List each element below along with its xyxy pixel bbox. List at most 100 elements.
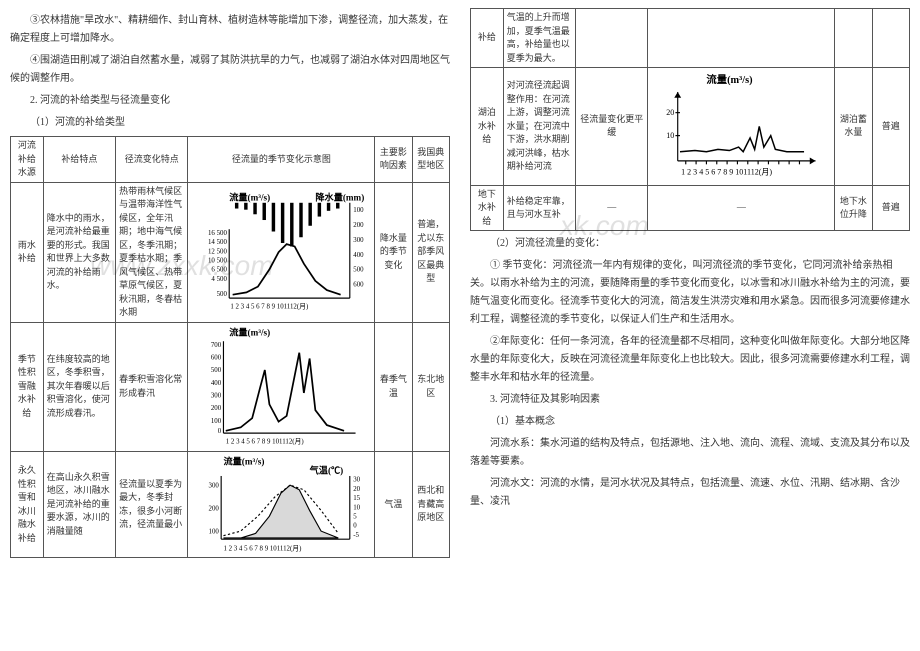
rp1: （2）河流径流量的变化：: [470, 235, 910, 253]
rp4: 3. 河流特征及其影响因素: [470, 391, 910, 409]
t2-r2-chart: 流量(m³/s) 20 10: [648, 68, 835, 186]
th-runoff: 径流变化特点: [116, 137, 188, 183]
svg-text:400: 400: [211, 379, 222, 386]
svg-text:0: 0: [354, 523, 358, 530]
t2-r2-c1: 湖泊水补给: [471, 68, 504, 186]
r2-c2: 在纬度较高的地区，冬季积雪，其次年春暖以后积雪溶化，使河流形成春汛。: [43, 322, 115, 451]
rp5: （1）基本概念: [470, 413, 910, 431]
svg-text:20: 20: [667, 108, 675, 117]
r1-c2: 降水中的雨水，是河流补给最重要的形式。我国和世界上大多数河流的补给雨水。: [43, 182, 115, 322]
c2-title: 流量(m³/s): [230, 326, 271, 337]
svg-text:500: 500: [354, 267, 365, 274]
para-3: ③农林措施"旱改水"、精耕细作、封山育林、植树造林等能增加下渗，调整径流，加大蒸…: [10, 12, 450, 48]
svg-text:300: 300: [209, 482, 220, 489]
r3-c5: 气温: [375, 451, 412, 557]
t2-r2-c2: 对河流径流起调整作用：在河流上游，调整河流水量；在河流中下游，洪水期削减河洪峰，…: [503, 68, 575, 186]
rp6: 河流水系：集水河道的结构及特点，包括源地、注入地、流向、流程、流域、支流及其分布…: [470, 435, 910, 471]
svg-text:300: 300: [354, 237, 365, 244]
svg-text:10: 10: [667, 131, 675, 140]
t2-r3-c6: 普遍: [872, 185, 909, 231]
left-column: ③农林措施"旱改水"、精耕细作、封山育林、植树造林等能增加下渗，调整径流，加大蒸…: [0, 0, 460, 651]
t2-r1-c3: [576, 9, 648, 68]
th-source: 河流补给水源: [11, 137, 44, 183]
r3-c2: 在高山永久积雪地区，冰川融水是河流补给的重要水源，冰川的消融量随: [43, 451, 115, 557]
c1-title-l: 流量(m³/s): [230, 191, 271, 202]
r3-c6: 西北和青藏高原地区: [412, 451, 449, 557]
svg-text:15: 15: [354, 495, 361, 502]
t2-r3-c3: —: [576, 185, 648, 231]
para-heading-2: 2. 河流的补给类型与径流量变化: [10, 92, 450, 110]
r2-chart: 流量(m³/s) 700 600 500 400 300 200 100 0 1: [188, 322, 375, 451]
r2-c5: 春季气温: [375, 322, 412, 451]
t2-r1-c6: [872, 9, 909, 68]
svg-text:16 500: 16 500: [208, 230, 227, 237]
r1-c5: 降水量的季节变化: [375, 182, 412, 322]
svg-text:30: 30: [354, 477, 361, 484]
svg-text:300: 300: [211, 392, 222, 399]
svg-text:600: 600: [211, 354, 222, 361]
svg-text:100: 100: [211, 417, 222, 424]
t2-r2-c6: 普遍: [872, 68, 909, 186]
r3-c1: 永久性积雪和冰川融水补给: [11, 451, 44, 557]
svg-text:1 2 3 4 5 6 7 8 9 101112(月): 1 2 3 4 5 6 7 8 9 101112(月): [224, 544, 302, 552]
supply-table-right: 补给 气温的上升而增加，夏季气温最高，补给量也以夏季为最大。 湖泊水补给 对河流…: [470, 8, 910, 231]
t2-r1-c1: 补给: [471, 9, 504, 68]
svg-text:100: 100: [354, 207, 365, 214]
t2-r3-c4: —: [648, 185, 835, 231]
r2-c6: 东北地区: [412, 322, 449, 451]
svg-text:-5: -5: [354, 532, 360, 539]
svg-text:5: 5: [354, 513, 358, 520]
svg-text:200: 200: [211, 405, 222, 412]
t2-r1-c2: 气温的上升而增加，夏季气温最高，补给量也以夏季为最大。: [503, 9, 575, 68]
svg-text:10: 10: [354, 504, 361, 511]
r2-c1: 季节性积雪融水补给: [11, 322, 44, 451]
chart3-svg: 流量(m³/s) 气温(℃) 300 200 100 30 20 15 10 5: [189, 453, 373, 556]
r1-c6: 普遍，尤以东部季风区最典型: [412, 182, 449, 322]
t2-r2-c5: 湖泊蓄水量: [835, 68, 872, 186]
t2-r1-c4: [648, 9, 835, 68]
svg-text:500: 500: [211, 367, 222, 374]
t2-r3-c2: 补给稳定牢靠，且与河水互补: [503, 185, 575, 231]
rp3: ②年际变化：任何一条河流，各年的径流量都不尽相同，这种变化叫做年际变化。大部分地…: [470, 333, 910, 387]
svg-text:12 500: 12 500: [208, 248, 227, 255]
c1-bars: [235, 203, 340, 247]
r3-chart: 流量(m³/s) 气温(℃) 300 200 100 30 20 15 10 5: [188, 451, 375, 557]
r2-c3: 春季积雪溶化常形成春汛: [116, 322, 188, 451]
svg-text:4 500: 4 500: [212, 276, 228, 283]
svg-text:1 2 3 4 5 6 7 8 9 101112(月): 1 2 3 4 5 6 7 8 9 101112(月): [231, 302, 309, 310]
r1-c3: 热带雨林气候区与温带海洋性气候区，全年汛期；地中海气候区，冬季汛期；夏季枯水期；…: [116, 182, 188, 322]
supply-table-left: 河流补给水源 补给特点 径流变化特点 径流量的季节变化示意图 主要影响因素 我国…: [10, 136, 450, 558]
svg-text:1 2 3 4 5 6 7 8 9 101112(月): 1 2 3 4 5 6 7 8 9 101112(月): [682, 168, 773, 177]
svg-text:500: 500: [217, 291, 228, 298]
t2-r1-c5: [835, 9, 872, 68]
chart1-svg: 流量(m³/s) 降水量(mm): [189, 189, 373, 315]
svg-text:200: 200: [354, 222, 365, 229]
th-factor: 主要影响因素: [375, 137, 412, 183]
svg-text:20: 20: [354, 486, 361, 493]
para-4: ④围湖造田削减了湖泊自然蓄水量，减弱了其防洪抗旱的力气，也减弱了湖泊水体对四周地…: [10, 52, 450, 88]
svg-text:6 500: 6 500: [212, 267, 228, 274]
th-region: 我国典型地区: [412, 137, 449, 183]
rp7: 河流水文：河流的水情，是河水状况及其特点，包括流量、流速、水位、汛期、结冰期、含…: [470, 475, 910, 511]
svg-text:400: 400: [354, 252, 365, 259]
para-sub: （1）河流的补给类型: [10, 114, 450, 132]
c3-title-r: 气温(℃): [309, 465, 344, 476]
t2-r3-c5: 地下水位升降: [835, 185, 872, 231]
r1-c1: 雨水补给: [11, 182, 44, 322]
svg-text:100: 100: [209, 528, 220, 535]
svg-text:1 2 3 4 5 6 7 8 9 101112(月): 1 2 3 4 5 6 7 8 9 101112(月): [226, 437, 304, 445]
c3-title-l: 流量(m³/s): [224, 455, 265, 466]
svg-text:14 500: 14 500: [208, 239, 227, 246]
r3-c3: 径流量以夏季为最大，冬季封冻，很多小河断流，径流量最小: [116, 451, 188, 557]
c4-title: 流量(m³/s): [707, 73, 753, 86]
page-container: ③农林措施"旱改水"、精耕细作、封山育林、植树造林等能增加下渗，调整径流，加大蒸…: [0, 0, 920, 651]
th-feature: 补给特点: [43, 137, 115, 183]
svg-text:600: 600: [354, 281, 365, 288]
right-column: 补给 气温的上升而增加，夏季气温最高，补给量也以夏季为最大。 湖泊水补给 对河流…: [460, 0, 920, 651]
chart4-svg: 流量(m³/s) 20 10: [649, 69, 833, 184]
svg-text:0: 0: [218, 428, 222, 435]
chart2-svg: 流量(m³/s) 700 600 500 400 300 200 100 0 1: [189, 324, 373, 450]
th-chart: 径流量的季节变化示意图: [188, 137, 375, 183]
svg-text:200: 200: [209, 505, 220, 512]
t2-r3-c1: 地下水补给: [471, 185, 504, 231]
